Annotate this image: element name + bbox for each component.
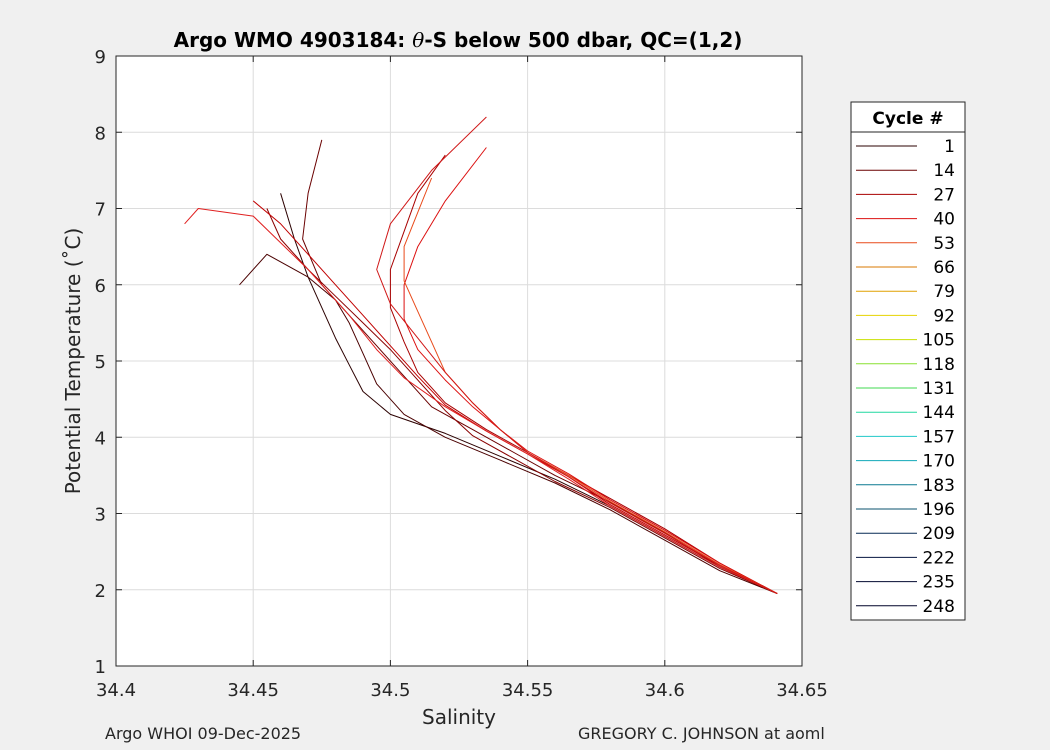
legend-label: 92 <box>933 306 955 326</box>
legend-label: 40 <box>933 210 955 230</box>
series-line <box>184 208 778 595</box>
series-line <box>376 116 778 595</box>
x-tick-label: 34.45 <box>227 680 279 701</box>
y-tick-label: 9 <box>95 47 106 68</box>
x-tick-label: 34.55 <box>502 680 554 701</box>
legend-label: 248 <box>923 597 955 617</box>
y-tick-label: 5 <box>95 352 106 373</box>
legend-label: 222 <box>923 548 955 568</box>
x-tick-label: 34.6 <box>645 680 685 701</box>
chart-title: Argo WMO 4903184: θ-S below 500 dbar, QC… <box>174 28 743 52</box>
legend-label: 157 <box>923 427 955 447</box>
y-tick-label: 6 <box>95 276 106 297</box>
legend-label: 53 <box>933 234 955 254</box>
legend-items: 1 14 27 40 53 66 79 92 105 118 131 144 157 170 183 196 2… <box>856 137 955 617</box>
chart-title-suffix: -S below 500 dbar, QC=(1,2) <box>424 28 742 52</box>
legend-label: 170 <box>923 452 955 472</box>
series-line <box>239 253 778 595</box>
y-tick-label: 7 <box>95 200 106 221</box>
chart-title-theta: θ <box>412 28 424 52</box>
legend-label: 66 <box>933 258 955 278</box>
series-lines <box>184 116 778 595</box>
legend-label: 209 <box>923 524 955 544</box>
y-tick-label: 8 <box>95 123 106 144</box>
legend-label: 79 <box>933 282 955 302</box>
series-line <box>302 139 778 595</box>
legend: Cycle # 1 14 27 40 53 66 79 92 105 118 131 144 157 17… <box>850 101 966 621</box>
legend-label: 14 <box>933 161 955 181</box>
y-tick-label: 3 <box>95 505 106 526</box>
series-line <box>389 154 778 595</box>
axis-ticks: 34.4 34.45 34.5 34.55 34.6 34.65 1 2 3 4 5 6 7 8 9 <box>95 47 828 701</box>
series-line <box>403 147 778 595</box>
legend-label: 118 <box>923 355 955 375</box>
legend-label: 196 <box>923 500 955 520</box>
legend-label: 131 <box>923 379 955 399</box>
y-tick-label: 1 <box>95 657 106 678</box>
x-axis-label: Salinity <box>422 705 496 729</box>
legend-label: 27 <box>933 185 955 205</box>
y-tick-label: 4 <box>95 428 106 449</box>
y-tick-label: 2 <box>95 581 106 602</box>
legend-title: Cycle # <box>872 109 943 129</box>
series-line <box>266 208 778 595</box>
legend-label: 105 <box>923 331 955 351</box>
x-tick-label: 34.65 <box>776 680 828 701</box>
x-tick-label: 34.4 <box>96 680 136 701</box>
legend-label: 1 <box>944 137 955 157</box>
y-axis-label: Potential Temperature (˚C) <box>61 228 85 495</box>
footer-right-text: GREGORY C. JOHNSON at aoml <box>578 724 825 743</box>
legend-label: 183 <box>923 476 955 496</box>
series-line <box>252 200 778 595</box>
legend-label: 235 <box>923 573 955 593</box>
x-tick-label: 34.5 <box>370 680 410 701</box>
chart-title-prefix: Argo WMO 4903184: <box>174 28 413 52</box>
footer-left-text: Argo WHOI 09-Dec-2025 <box>105 724 302 743</box>
legend-label: 144 <box>923 403 955 423</box>
